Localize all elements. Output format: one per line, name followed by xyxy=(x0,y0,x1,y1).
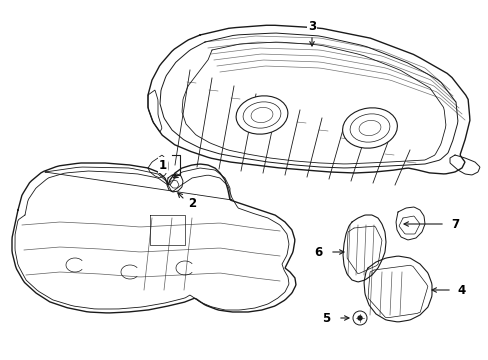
Text: 5: 5 xyxy=(321,311,329,324)
Ellipse shape xyxy=(250,107,272,123)
Ellipse shape xyxy=(349,114,389,142)
Text: 7: 7 xyxy=(450,217,458,230)
Ellipse shape xyxy=(358,120,380,136)
Ellipse shape xyxy=(243,102,280,128)
Polygon shape xyxy=(148,155,168,178)
Ellipse shape xyxy=(342,108,397,148)
Ellipse shape xyxy=(236,96,287,134)
Polygon shape xyxy=(148,90,162,132)
Text: 6: 6 xyxy=(313,246,322,258)
Polygon shape xyxy=(167,174,183,192)
Polygon shape xyxy=(364,256,431,322)
Polygon shape xyxy=(449,155,479,175)
Polygon shape xyxy=(12,163,295,313)
Polygon shape xyxy=(395,207,424,240)
Polygon shape xyxy=(148,25,469,174)
Text: 3: 3 xyxy=(307,19,315,32)
Text: 2: 2 xyxy=(187,197,196,210)
Text: 1: 1 xyxy=(159,158,167,171)
Circle shape xyxy=(357,316,361,320)
Text: 4: 4 xyxy=(457,284,465,297)
Circle shape xyxy=(352,311,366,325)
Polygon shape xyxy=(342,215,385,282)
